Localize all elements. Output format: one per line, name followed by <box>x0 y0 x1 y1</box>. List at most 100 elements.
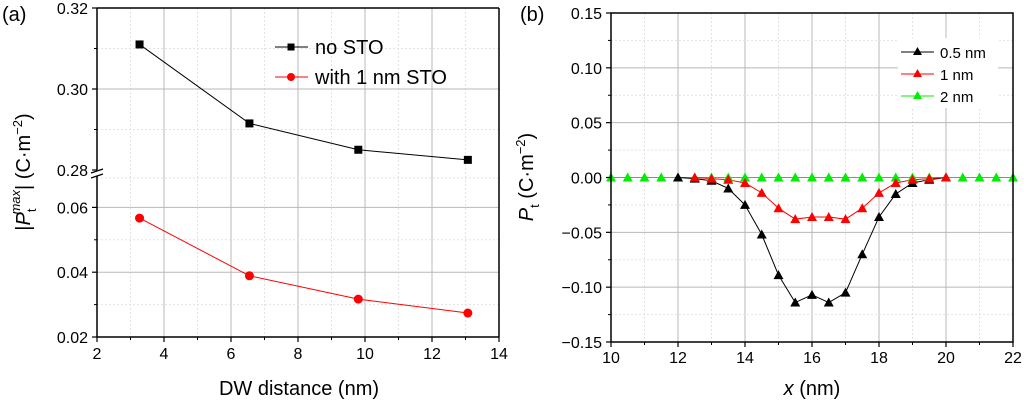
chart-b-legend: 0.5 nm 1 nm 2 nm <box>898 38 998 108</box>
data-point <box>840 214 851 224</box>
legend-label-05nm: 0.5 nm <box>940 45 986 62</box>
legend-marker-2nm <box>913 91 922 99</box>
data-point <box>874 172 884 182</box>
xlabel-var: x <box>783 378 795 400</box>
y-tick-label: −0.15 <box>562 335 603 352</box>
legend-marker-1nm <box>913 69 922 77</box>
x-tick-label: 8 <box>294 346 303 363</box>
data-point <box>790 214 801 224</box>
data-point <box>857 203 868 213</box>
ylabel-sup: max <box>8 189 23 214</box>
data-point <box>957 172 968 182</box>
x-tick-label: 16 <box>803 350 821 367</box>
data-point <box>353 294 363 304</box>
x-tick-label: 10 <box>356 346 374 363</box>
x-tick-label: 4 <box>160 346 169 363</box>
data-point <box>991 172 1002 182</box>
ylabel-unit: (C·m <box>516 154 538 204</box>
legend-marker-05nm <box>913 47 922 55</box>
ylabel-close: | (C·m <box>13 135 35 190</box>
chart-a-xlabel: DW distance (nm) <box>219 378 379 400</box>
data-point <box>974 172 985 182</box>
data-point <box>890 172 901 182</box>
data-point <box>740 172 750 182</box>
x-tick-label: 2 <box>93 346 102 363</box>
x-tick-label: 12 <box>423 346 441 363</box>
data-point <box>857 249 868 259</box>
data-point <box>773 270 784 280</box>
data-point <box>941 172 951 182</box>
x-tick-label: 22 <box>1004 350 1022 367</box>
data-point <box>756 187 767 197</box>
data-point <box>723 174 734 184</box>
chart-b-axes: 10 12 14 16 18 20 22 −0.15 −0.10 −0.05 0.00 0.05 0.1… <box>562 6 1022 367</box>
xlabel-unit: (nm) <box>794 378 841 400</box>
data-point <box>807 211 817 221</box>
x-tick-label: 10 <box>602 350 620 367</box>
data-point <box>135 40 144 49</box>
data-point <box>890 177 901 187</box>
data-point <box>656 172 667 182</box>
data-point <box>807 172 817 182</box>
data-point <box>639 172 650 182</box>
panel-label-a: (a) <box>2 4 26 26</box>
panel-label-b: (b) <box>520 4 544 26</box>
ylabel-open: | <box>13 226 35 231</box>
data-point <box>807 289 817 299</box>
ylabel-sub: t <box>527 204 542 208</box>
data-point <box>874 211 884 221</box>
chart-b-ylabel: Pt (C·m−2) <box>513 133 542 221</box>
legend-marker-no-sto <box>287 43 295 51</box>
y-tick-label: 0.30 <box>57 82 88 99</box>
data-point <box>773 203 784 213</box>
y-tick-label: 0.15 <box>571 6 602 23</box>
x-tick-label: 12 <box>669 350 687 367</box>
data-point <box>463 308 473 318</box>
y-tick-label: 0.06 <box>57 200 88 217</box>
chart-a-ylabel: |Ptmax| (C·m−2) <box>8 113 39 230</box>
data-point <box>673 172 683 182</box>
data-point <box>823 211 834 221</box>
chart-a-axes: 2 4 6 8 10 12 14 0.28 0.30 0.32 0.02 0.04 0.06 <box>57 1 508 363</box>
data-point <box>244 271 254 281</box>
axis-break-mark <box>90 168 104 174</box>
data-point <box>689 172 700 182</box>
data-point <box>924 173 935 183</box>
x-tick-label: 20 <box>937 350 955 367</box>
data-point <box>840 172 851 182</box>
x-tick-label: 14 <box>736 350 754 367</box>
chart-a-grid <box>97 8 499 337</box>
data-point <box>890 188 901 198</box>
y-tick-label: 0.00 <box>571 171 602 188</box>
ylabel-var: P <box>13 212 35 226</box>
data-point <box>823 172 834 182</box>
chart-a-series <box>135 40 473 318</box>
data-point <box>840 287 851 297</box>
data-point <box>874 187 884 197</box>
chart-b-xlabel: x (nm) <box>783 378 841 400</box>
data-point <box>773 172 784 182</box>
ylabel-sub: t <box>24 208 39 212</box>
x-tick-label: 14 <box>490 346 508 363</box>
x-tick-label: 6 <box>227 346 236 363</box>
data-point <box>790 297 801 307</box>
data-point <box>740 199 750 209</box>
data-point <box>857 172 868 182</box>
x-tick-label: 18 <box>870 350 888 367</box>
data-point <box>622 172 633 182</box>
data-point <box>354 145 363 154</box>
ylabel-var: P <box>516 207 538 221</box>
y-tick-label: 0.10 <box>571 61 602 78</box>
series-line-1 <box>139 217 468 314</box>
y-tick-label: 0.32 <box>57 1 88 18</box>
legend-marker-with-sto <box>287 73 295 81</box>
legend-label-no-sto: no STO <box>315 37 384 59</box>
y-tick-label: −0.05 <box>562 225 603 242</box>
data-point <box>706 173 717 183</box>
data-point <box>723 183 734 193</box>
ylabel-end: ) <box>13 113 35 120</box>
axis-break-mark <box>90 173 104 179</box>
legend-label-1nm: 1 nm <box>940 67 973 84</box>
ylabel-exp: −2 <box>10 120 25 135</box>
